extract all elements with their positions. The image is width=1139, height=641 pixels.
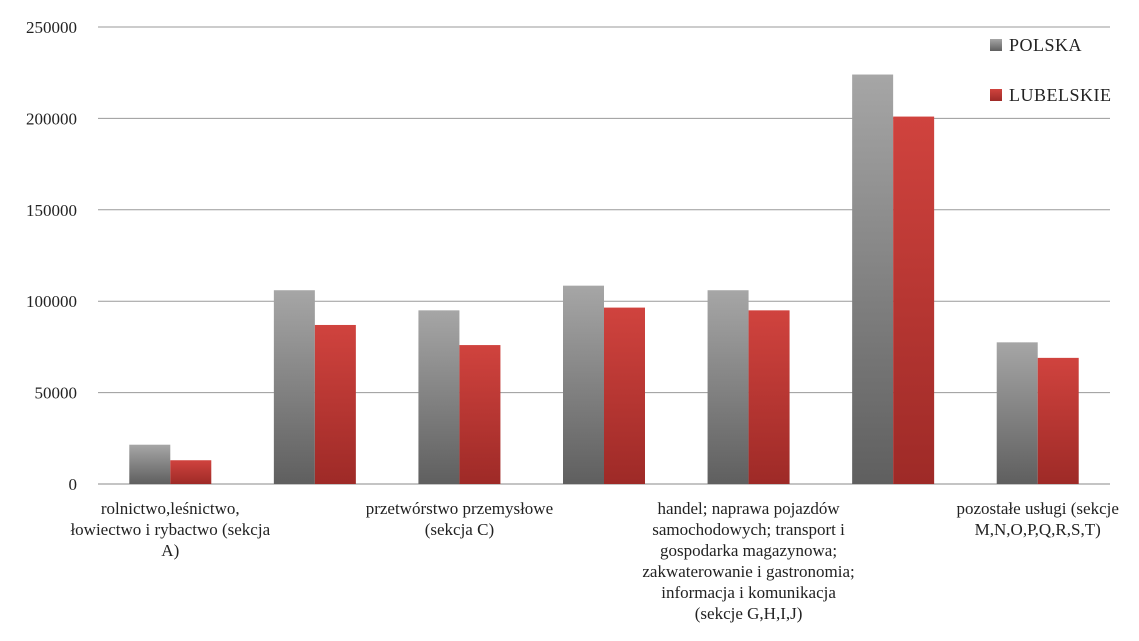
bar-polska-2 [418, 310, 460, 484]
x-category-label: handel; naprawa pojazdów [657, 499, 840, 518]
x-category-label: rolnictwo,leśnictwo, [101, 499, 240, 518]
legend-label: LUBELSKIE [1009, 85, 1112, 105]
bar-lubelskie-4 [748, 310, 790, 484]
y-tick-label: 0 [69, 475, 78, 494]
bar-polska-6 [996, 342, 1038, 484]
y-tick-label: 50000 [35, 384, 78, 403]
x-category-label: gospodarka magazynowa; [660, 541, 837, 560]
bars [129, 74, 1079, 485]
bar-polska-0 [129, 444, 171, 484]
legend: POLSKA LUBELSKIE [990, 35, 1112, 105]
y-axis: 0 50000 100000 150000 200000 250000 [26, 18, 77, 494]
bar-lubelskie-3 [604, 307, 645, 484]
legend-label: POLSKA [1009, 35, 1082, 55]
x-category-label: M,N,O,P,Q,R,S,T) [975, 520, 1101, 539]
x-category-label: łowiectwo i rybactwo (sekcja [70, 520, 270, 539]
bar-lubelskie-0 [170, 460, 212, 484]
bar-polska-4 [707, 290, 749, 484]
bar-polska-1 [273, 290, 315, 484]
x-category-label: przetwórstwo przemysłowe [366, 499, 553, 518]
bar-lubelskie-6 [1037, 357, 1079, 484]
x-category-label: zakwaterowanie i gastronomia; [642, 562, 854, 581]
y-tick-label: 200000 [26, 109, 77, 128]
x-category-label: (sekcje G,H,I,J) [695, 604, 803, 623]
y-tick-label: 250000 [26, 18, 77, 37]
bar-polska-5 [852, 74, 894, 484]
x-category-label: (sekcja C) [425, 520, 494, 539]
x-axis: rolnictwo,leśnictwo, łowiectwo i rybactwo… [70, 499, 1118, 623]
y-tick-label: 100000 [26, 292, 77, 311]
legend-swatch-polska [990, 39, 1002, 51]
bar-lubelskie-2 [459, 345, 501, 484]
legend-swatch-lubelskie [990, 89, 1002, 101]
x-category-label: A) [161, 541, 179, 560]
bar-polska-3 [563, 285, 604, 484]
x-category-label: pozostałe usługi (sekcje [957, 499, 1119, 518]
y-tick-label: 150000 [26, 201, 77, 220]
x-category-label: informacja i komunikacja [661, 583, 836, 602]
bar-lubelskie-1 [314, 324, 356, 484]
bar-lubelskie-5 [893, 116, 935, 485]
x-category-label: samochodowych; transport i [652, 520, 845, 539]
